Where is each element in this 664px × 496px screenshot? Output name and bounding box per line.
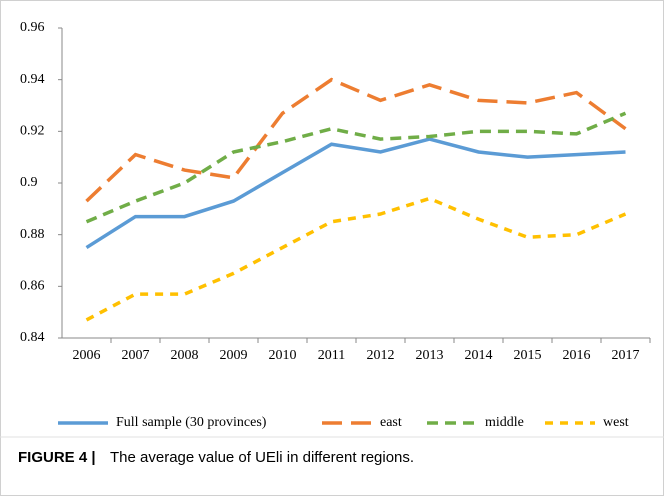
y-tick-label: 0.96 xyxy=(20,20,45,35)
legend-label: west xyxy=(603,415,629,430)
x-tick-label: 2006 xyxy=(73,348,101,363)
series-line xyxy=(85,196,627,322)
y-tick-label: 0.86 xyxy=(20,279,45,294)
x-tick-label: 2017 xyxy=(612,348,640,363)
series-line xyxy=(85,137,626,250)
x-tick-label: 2012 xyxy=(367,348,395,363)
x-tick-label: 2009 xyxy=(220,348,248,363)
series-line xyxy=(85,77,627,203)
x-tick-label: 2007 xyxy=(122,348,150,363)
legend-label: Full sample (30 provinces) xyxy=(116,415,267,430)
y-tick-label: 0.9 xyxy=(20,175,38,190)
caption-label: FIGURE 4 | xyxy=(18,449,96,466)
y-tick-label: 0.92 xyxy=(20,124,45,139)
legend-label: east xyxy=(380,415,402,430)
y-tick-label: 0.94 xyxy=(20,72,45,87)
y-tick-label: 0.84 xyxy=(20,330,45,345)
series-line xyxy=(85,111,627,224)
caption-text: The average value of UEli in different r… xyxy=(110,449,414,466)
x-tick-label: 2008 xyxy=(171,348,199,363)
x-tick-label: 2016 xyxy=(563,348,591,363)
x-tick-label: 2013 xyxy=(416,348,444,363)
legend-label: middle xyxy=(485,415,524,430)
x-tick-label: 2011 xyxy=(318,348,345,363)
x-tick-label: 2010 xyxy=(269,348,297,363)
x-tick-label: 2014 xyxy=(465,348,493,363)
y-tick-label: 0.88 xyxy=(20,227,45,242)
x-tick-label: 2015 xyxy=(514,348,542,363)
